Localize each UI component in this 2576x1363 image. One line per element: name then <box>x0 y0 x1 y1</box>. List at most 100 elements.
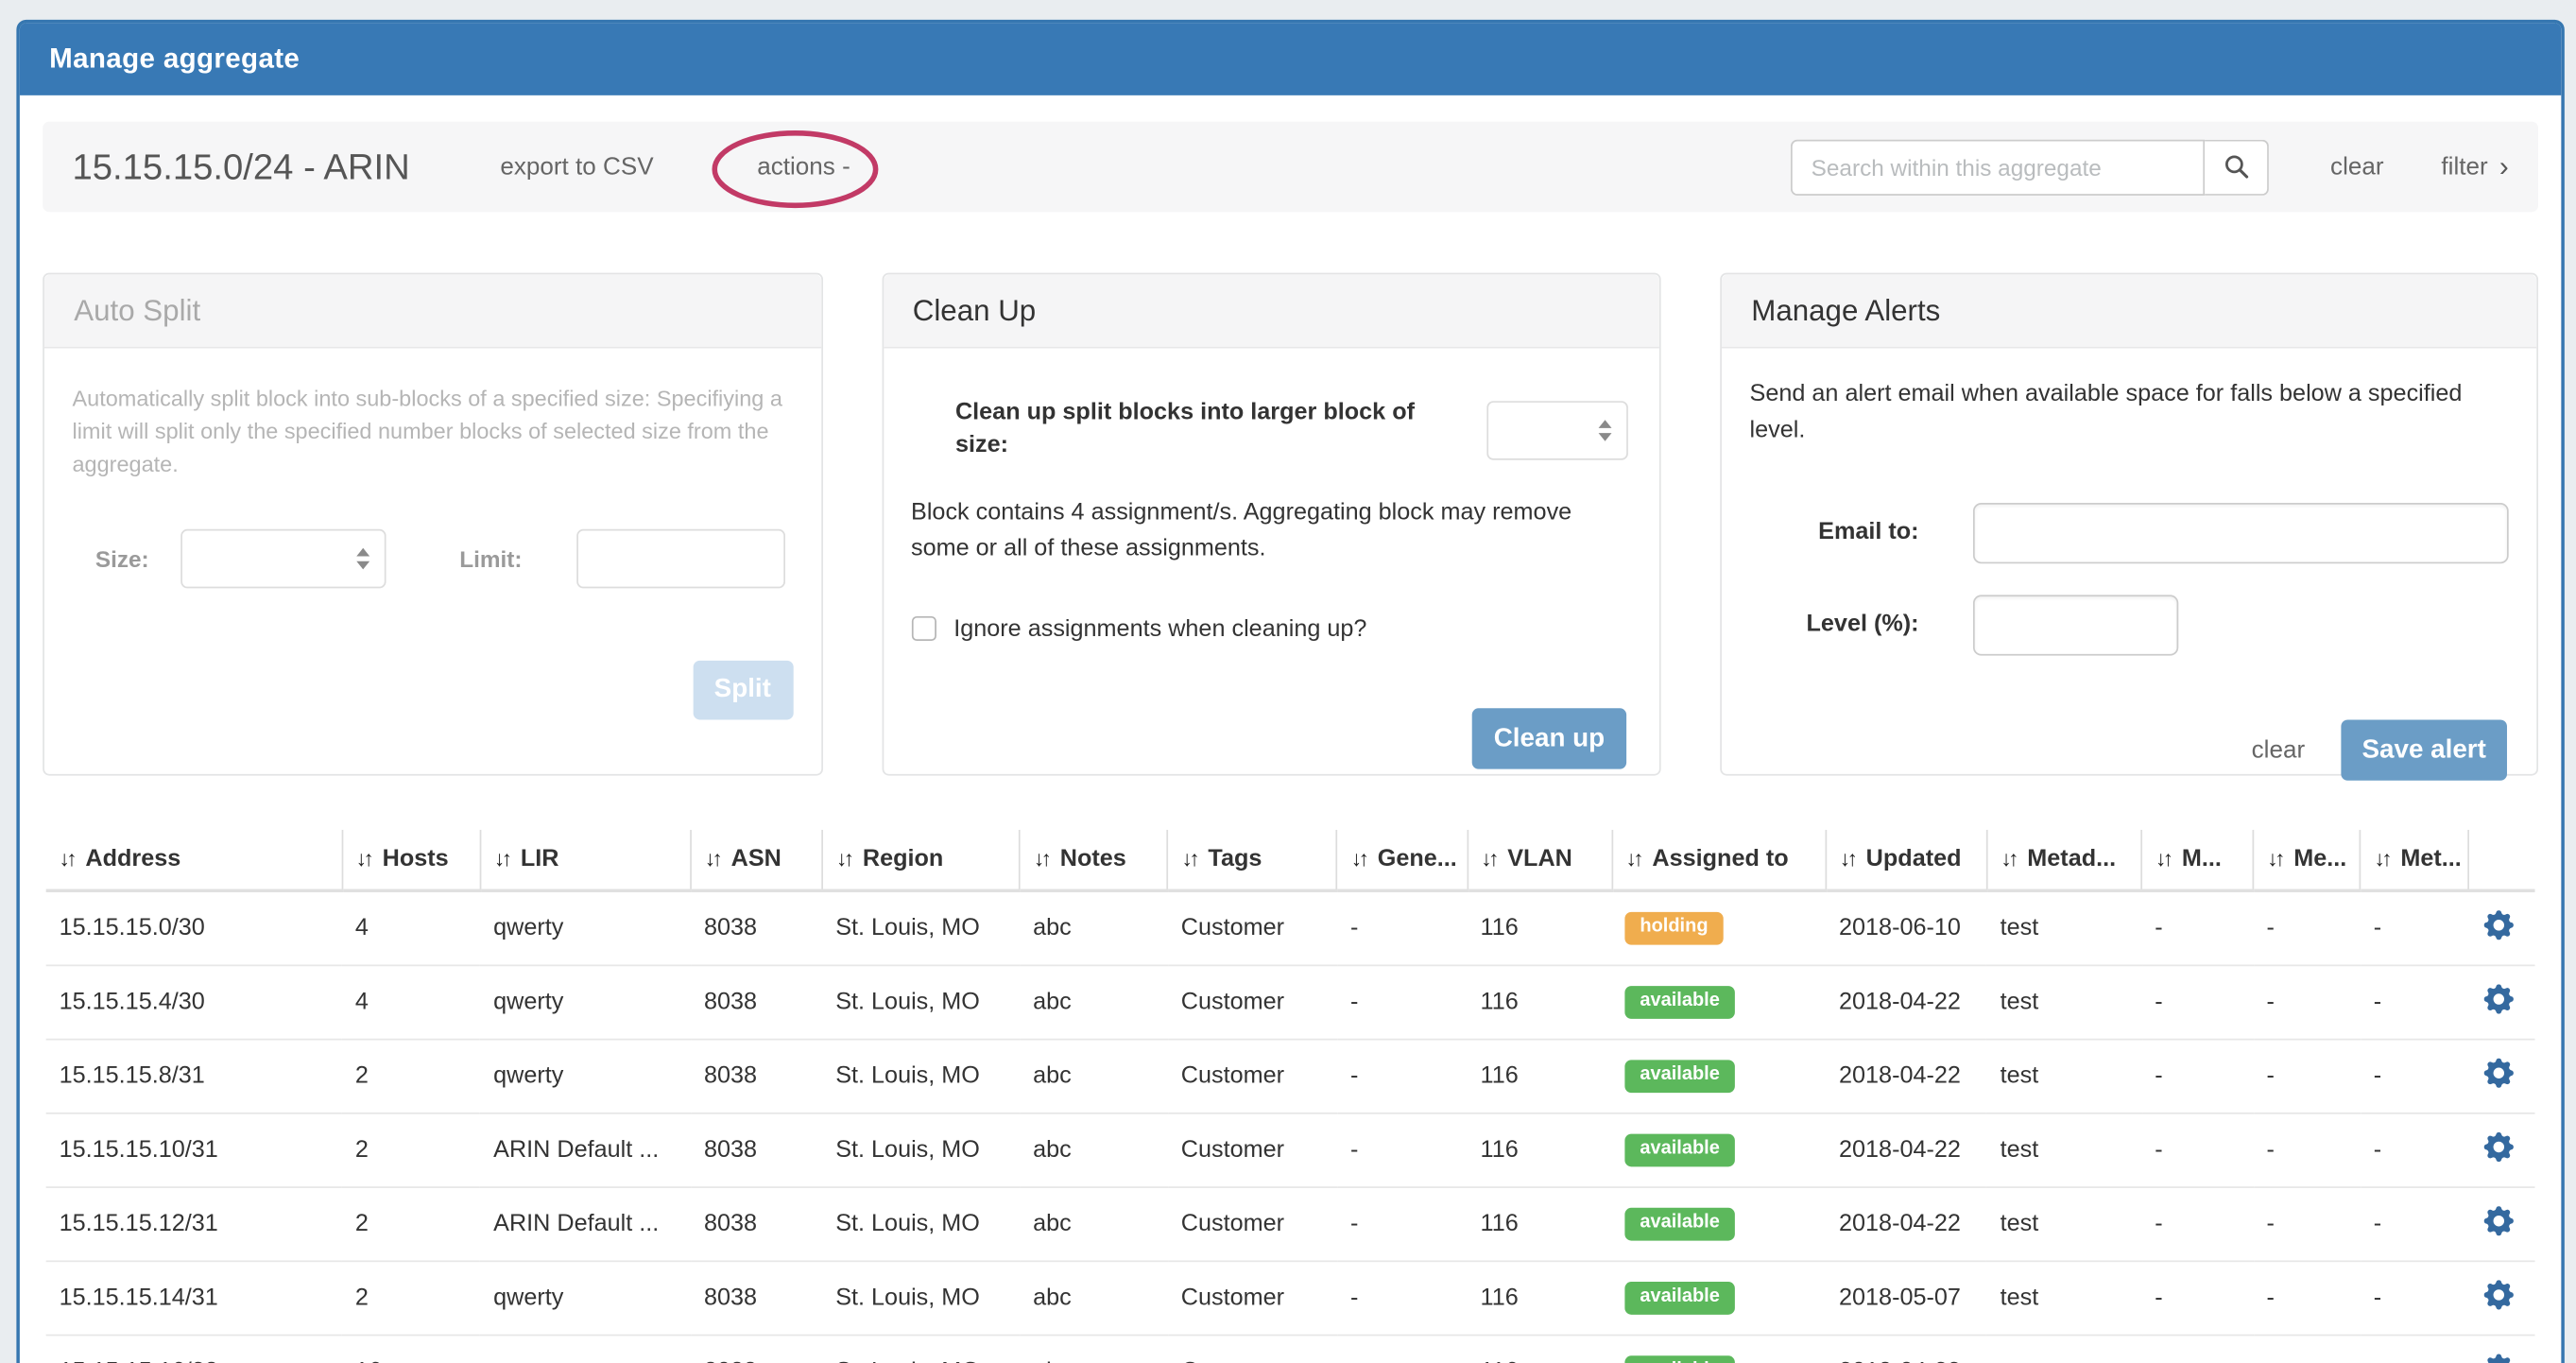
clean-up-title: Clean Up <box>912 293 1037 327</box>
cell-actions <box>2469 890 2535 965</box>
cell-assigned: available <box>1611 1260 1827 1336</box>
sort-icon: ↓↑ <box>2374 846 2393 871</box>
column-header-vlan[interactable]: ↓↑ VLAN <box>1467 829 1613 893</box>
row-settings-button[interactable] <box>2483 1280 2514 1316</box>
search-button[interactable] <box>2205 138 2270 196</box>
split-button[interactable]: Split <box>692 660 793 720</box>
table-row: 15.15.15.12/31 2 ARIN Default ... 8038 St. L… <box>45 1186 2535 1262</box>
column-header-updated[interactable]: ↓↑ Updated <box>1826 829 1988 893</box>
clear-search-link[interactable]: clear <box>2330 152 2384 181</box>
cell-tags: Customer <box>1167 1038 1338 1113</box>
cell-lir: ARIN Default ... <box>480 1186 692 1262</box>
level-label: Level (%): <box>1806 611 1919 638</box>
level-input[interactable] <box>1972 594 2179 655</box>
column-header-m[interactable]: ↓↑ M... <box>2141 829 2255 893</box>
column-header-address[interactable]: ↓↑ Address <box>45 829 343 893</box>
table-row: 15.15.15.14/31 2 qwerty 8038 St. Louis, MO ab… <box>45 1260 2535 1336</box>
row-settings-button[interactable] <box>2483 910 2514 946</box>
row-settings-button[interactable] <box>2483 1206 2514 1242</box>
cell-metad: test <box>1986 1186 2142 1262</box>
card-header: Manage aggregate <box>19 23 2562 95</box>
column-header-notes[interactable]: ↓↑ Notes <box>1020 829 1169 893</box>
actions-dropdown[interactable]: actions - <box>712 129 879 208</box>
cell-metad: test <box>2000 915 2039 942</box>
cell-notes: abc <box>1033 915 1072 942</box>
sort-icon: ↓↑ <box>1033 846 1052 871</box>
cell-asn: 8038 <box>691 1334 823 1363</box>
actions-label[interactable]: actions - <box>757 151 850 181</box>
clean-up-note: Block contains 4 assignment/s. Aggregati… <box>911 499 1572 562</box>
gear-icon <box>2483 984 2514 1014</box>
cell-met: - <box>2360 1334 2469 1363</box>
cell-met: - <box>2373 915 2382 942</box>
cell-tags: Customer <box>1180 915 1285 942</box>
cell-gene: - <box>1350 915 1359 942</box>
cell-address: 15.15.15.0/30 <box>59 915 205 942</box>
cell-lir: qwerty <box>493 915 564 942</box>
column-header-met[interactable]: ↓↑ Met... <box>2360 829 2470 893</box>
sort-icon: ↓↑ <box>59 846 77 871</box>
clean-up-size-select[interactable] <box>1486 400 1628 460</box>
ignore-assignments-checkbox[interactable] <box>911 616 936 642</box>
row-settings-button[interactable] <box>2483 1131 2514 1168</box>
row-settings-button[interactable] <box>2483 984 2514 1020</box>
column-header-region[interactable]: ↓↑ Region <box>822 829 1022 893</box>
cell-gene: - <box>1337 1186 1468 1262</box>
column-header-me[interactable]: ↓↑ Me... <box>2253 829 2361 893</box>
alert-clear-link[interactable]: clear <box>2251 735 2306 765</box>
cell-actions <box>2468 1260 2535 1336</box>
cell-met: - <box>2360 1038 2469 1113</box>
gear-icon <box>2483 910 2514 940</box>
sort-icon: ↓↑ <box>836 846 854 871</box>
table-row: 15.15.15.4/30 4 qwerty 8038 St. Louis, MO abc… <box>45 964 2535 1040</box>
cell-asn: 8038 <box>691 1260 823 1336</box>
cell-hosts: 4 <box>354 915 369 942</box>
filter-link[interactable]: filter › <box>2441 153 2508 181</box>
auto-split-title: Auto Split <box>74 293 201 327</box>
auto-split-header: Auto Split <box>43 274 821 349</box>
email-to-input[interactable] <box>1972 502 2509 563</box>
stepper-icon <box>355 547 369 570</box>
cell-vlan: 116 <box>1480 915 1519 942</box>
cell-tags: Customer <box>1167 1112 1338 1188</box>
clean-up-button[interactable]: Clean up <box>1471 708 1627 769</box>
cell-metad: test <box>1986 1112 2142 1188</box>
table-row: 15.15.15.0/30 4 qwerty 8038 St. Louis, MO abc… <box>46 890 2535 965</box>
cell-asn: 8038 <box>703 915 758 942</box>
toolbar: 15.15.15.0/24 - ARIN export to CSV actio… <box>43 121 2539 213</box>
cell-assigned: available <box>1611 1038 1827 1113</box>
cell-tags: Customer <box>1167 964 1338 1040</box>
column-header-lir[interactable]: ↓↑ LIR <box>480 829 692 893</box>
cell-lir: qwerty <box>480 964 692 1040</box>
search-input[interactable] <box>1791 138 2206 196</box>
column-header-metad[interactable]: ↓↑ Metad... <box>1986 829 2143 893</box>
filter-label: filter <box>2441 152 2488 181</box>
export-csv-link[interactable]: export to CSV <box>500 152 654 181</box>
table-row: 15.15.15.16/2816qwerty8038St. Louis, MOa… <box>45 1334 2535 1363</box>
magnifier-icon <box>2224 155 2249 179</box>
page-title: Manage aggregate <box>49 43 301 75</box>
cell-vlan: 116 <box>1467 1260 1612 1336</box>
cell-region: St. Louis, MO <box>835 915 980 942</box>
stepper-icon <box>1598 419 1612 441</box>
column-header-assignedto[interactable]: ↓↑ Assigned to <box>1611 829 1827 893</box>
cell-updated: 2018-04-22 <box>1826 1334 1987 1363</box>
cell-gene: - <box>1337 1260 1468 1336</box>
column-header-tags[interactable]: ↓↑ Tags <box>1167 829 1338 893</box>
size-select[interactable] <box>180 528 386 589</box>
limit-input[interactable] <box>575 528 785 589</box>
column-header-gene[interactable]: ↓↑ Gene... <box>1337 829 1468 893</box>
cell-notes: abc <box>1020 1334 1168 1363</box>
row-settings-button[interactable] <box>2483 1058 2514 1095</box>
save-alert-button[interactable]: Save alert <box>2341 719 2507 781</box>
column-header-asn[interactable]: ↓↑ ASN <box>691 829 824 893</box>
manage-alerts-header: Manage Alerts <box>1721 274 2537 349</box>
sort-icon: ↓↑ <box>1481 846 1499 871</box>
cell-updated: 2018-04-22 <box>1826 964 1987 1040</box>
cell-region: St. Louis, MO <box>822 1334 1021 1363</box>
column-header-hosts[interactable]: ↓↑ Hosts <box>342 829 482 893</box>
cell-vlan: 116 <box>1467 1334 1612 1363</box>
manage-alerts-panel: Manage Alerts Send an alert email when a… <box>1720 272 2539 781</box>
column-header-actions <box>2468 829 2535 893</box>
row-settings-button[interactable] <box>2483 1354 2513 1363</box>
